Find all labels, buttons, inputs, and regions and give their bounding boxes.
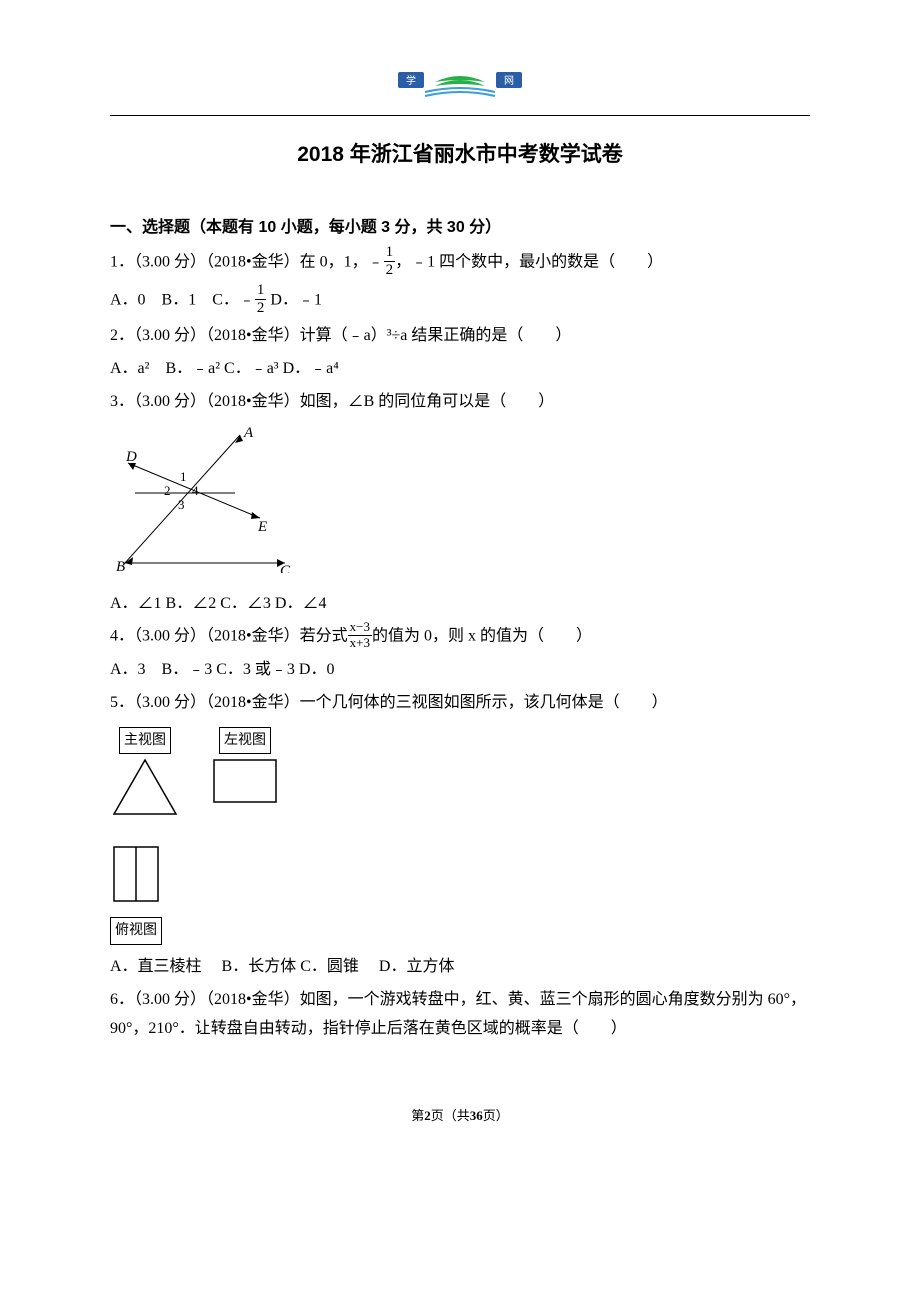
label-4: 4 — [192, 483, 199, 498]
question-3-options: A．∠1 B．∠2 C．∠3 D．∠4 — [110, 590, 810, 619]
left-view-icon — [210, 756, 280, 806]
main-view-label: 主视图 — [119, 727, 171, 754]
top-view-icon — [110, 843, 162, 905]
angles-diagram-icon: A B C D E 1 2 3 4 — [110, 423, 300, 573]
question-5: 5．（3.00 分）（2018•金华）一个几何体的三视图如图所示，该几何体是（ … — [110, 689, 810, 718]
top-view-label: 俯视图 — [110, 917, 162, 944]
label-C: C — [280, 563, 291, 573]
q4-text-b: 的值为 0，则 x 的值为（ ） — [372, 628, 592, 645]
question-3-diagram: A B C D E 1 2 3 4 — [110, 423, 810, 584]
svg-text:学: 学 — [406, 74, 416, 87]
label-D: D — [125, 449, 137, 465]
footer-b: 页（共 — [431, 1108, 470, 1123]
question-2: 2．（3.00 分）（2018•金华）计算（﹣a）³÷a 结果正确的是（ ） — [110, 322, 810, 351]
logo-icon: 学 网 — [380, 60, 540, 100]
q4-text-a: 4．（3.00 分）（2018•金华）若分式 — [110, 628, 348, 645]
main-view-icon — [110, 756, 180, 818]
logo-header: 学 网 — [110, 60, 810, 111]
question-6: 6．（3.00 分）（2018•金华）如图，一个游戏转盘中，红、黄、蓝三个扇形的… — [110, 986, 810, 1044]
q1-text-a: 1．（3.00 分）（2018•金华）在 0，1，﹣ — [110, 254, 384, 271]
three-views-row2: 俯视图 — [110, 843, 810, 946]
fraction-half-2: 12 — [255, 282, 267, 316]
label-3: 3 — [178, 497, 185, 512]
question-1: 1．（3.00 分）（2018•金华）在 0，1，﹣12，﹣1 四个数中，最小的… — [110, 246, 810, 280]
label-1: 1 — [180, 469, 187, 484]
question-1-options: A．0 B．1 C．﹣12 D．﹣1 — [110, 284, 810, 318]
left-view-label: 左视图 — [219, 727, 271, 754]
header-divider — [110, 115, 810, 116]
question-5-options: A．直三棱柱 B．长方体 C．圆锥 D．立方体 — [110, 953, 810, 982]
fraction-half-1: 12 — [384, 244, 396, 278]
question-4: 4．（3.00 分）（2018•金华）若分式x−3x+3的值为 0，则 x 的值… — [110, 622, 810, 652]
label-E: E — [257, 519, 267, 535]
question-4-options: A．3 B．﹣3 C．3 或﹣3 D．0 — [110, 656, 810, 685]
left-view-block: 左视图 — [210, 726, 280, 829]
question-2-options: A．a² B．﹣a² C．﹣a³ D．﹣a⁴ — [110, 355, 810, 384]
label-A: A — [243, 425, 254, 441]
q1-opts-b: D．﹣1 — [266, 292, 322, 309]
section-1-heading: 一、选择题（本题有 10 小题，每小题 3 分，共 30 分） — [110, 214, 810, 243]
svg-text:网: 网 — [504, 75, 514, 87]
main-view-block: 主视图 — [110, 726, 180, 829]
top-view-block: 俯视图 — [110, 843, 162, 946]
footer-c: 页） — [483, 1108, 509, 1123]
fraction-q4: x−3x+3 — [348, 620, 372, 650]
q1-opts-a: A．0 B．1 C．﹣ — [110, 292, 255, 309]
footer-total: 36 — [470, 1108, 483, 1123]
page-footer: 第2页（共36页） — [110, 1104, 810, 1127]
page-container: 学 网 2018 年浙江省丽水市中考数学试卷 一、选择题（本题有 10 小题，每… — [0, 0, 920, 1167]
label-2: 2 — [164, 483, 171, 498]
three-views-row1: 主视图 左视图 — [110, 726, 810, 829]
label-B: B — [116, 559, 125, 573]
footer-a: 第 — [411, 1108, 424, 1123]
exam-title: 2018 年浙江省丽水市中考数学试卷 — [110, 136, 810, 174]
q1-text-b: ，﹣1 四个数中，最小的数是（ ） — [395, 254, 663, 271]
question-3: 3．（3.00 分）（2018•金华）如图，∠B 的同位角可以是（ ） — [110, 388, 810, 417]
